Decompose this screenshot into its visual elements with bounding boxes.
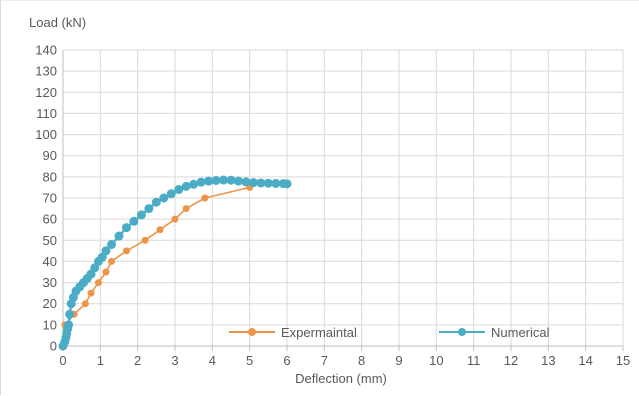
data-point xyxy=(271,178,281,188)
series-expermaintal xyxy=(59,183,254,350)
data-point xyxy=(263,178,273,188)
series-layer xyxy=(58,175,292,351)
y-tick-label: 0 xyxy=(50,339,57,354)
x-tick-label: 6 xyxy=(283,353,290,368)
data-point xyxy=(181,181,191,191)
data-point xyxy=(282,179,292,189)
data-point xyxy=(151,197,161,207)
data-point xyxy=(248,178,258,188)
x-tick-label: 10 xyxy=(429,353,443,368)
x-tick-label: 12 xyxy=(504,353,518,368)
x-tick-label: 11 xyxy=(467,353,481,368)
data-point xyxy=(211,175,221,185)
legend-swatch-marker xyxy=(248,328,256,336)
data-point xyxy=(256,178,266,188)
data-point xyxy=(108,257,116,265)
x-tick-label: 14 xyxy=(578,353,592,368)
data-point xyxy=(65,309,75,319)
legend-swatch-marker xyxy=(458,328,466,336)
y-tick-label: 60 xyxy=(43,212,57,227)
data-point xyxy=(171,215,179,223)
data-point xyxy=(182,205,190,213)
data-point xyxy=(174,185,184,195)
x-tick-label: 7 xyxy=(321,353,328,368)
y-tick-label: 70 xyxy=(43,191,57,206)
legend-label: Expermaintal xyxy=(281,325,357,340)
legend: Expermaintal Numerical xyxy=(229,325,550,340)
y-tick-label: 110 xyxy=(36,106,57,121)
y-axis-title: Load (kN) xyxy=(29,15,86,30)
x-tick-label: 1 xyxy=(97,353,104,368)
data-point xyxy=(196,177,206,187)
y-tick-label: 30 xyxy=(43,275,57,290)
data-point xyxy=(94,279,102,287)
legend-label: Numerical xyxy=(491,325,550,340)
y-tick-label: 80 xyxy=(43,169,57,184)
legend-item-numerical: Numerical xyxy=(439,325,550,340)
data-point xyxy=(87,289,95,297)
data-point xyxy=(204,176,214,186)
x-tick-label: 4 xyxy=(209,353,216,368)
series-numerical xyxy=(58,175,292,351)
x-axis-title: Deflection (mm) xyxy=(295,371,387,386)
grid-layer xyxy=(62,49,624,347)
y-tick-label: 100 xyxy=(35,127,57,142)
y-tick-label: 120 xyxy=(35,85,57,100)
data-point xyxy=(241,177,251,187)
y-tick-label: 130 xyxy=(35,64,57,79)
data-point xyxy=(219,175,229,185)
data-point xyxy=(121,223,131,233)
data-point xyxy=(101,246,111,256)
x-tick-label: 5 xyxy=(246,353,253,368)
x-tick-label: 2 xyxy=(134,353,141,368)
legend-item-expermaintal: Expermaintal xyxy=(229,325,357,340)
x-tick-label: 9 xyxy=(395,353,402,368)
y-tick-label: 40 xyxy=(43,254,57,269)
data-point xyxy=(114,231,124,241)
y-tick-label: 90 xyxy=(43,148,57,163)
data-point xyxy=(144,204,154,214)
data-point xyxy=(107,240,117,250)
data-point xyxy=(156,226,164,234)
data-point xyxy=(136,210,146,220)
data-point xyxy=(233,176,243,186)
x-tick-label: 15 xyxy=(616,353,630,368)
y-tick-label: 10 xyxy=(43,317,57,332)
data-point xyxy=(226,175,236,185)
x-tick-label: 8 xyxy=(358,353,365,368)
x-tick-label: 13 xyxy=(541,353,555,368)
data-point xyxy=(102,268,110,276)
data-point xyxy=(122,247,130,255)
y-tick-label: 140 xyxy=(35,43,57,58)
x-tick-label: 3 xyxy=(171,353,178,368)
x-tick-label: 0 xyxy=(59,353,66,368)
y-tick-label: 20 xyxy=(43,296,57,311)
y-tick-label: 50 xyxy=(43,233,57,248)
data-point xyxy=(189,179,199,189)
data-point xyxy=(166,189,176,199)
data-point xyxy=(159,193,169,203)
data-point xyxy=(81,300,89,308)
data-point xyxy=(64,320,74,330)
data-point xyxy=(129,216,139,226)
data-point xyxy=(141,236,149,244)
data-point xyxy=(201,194,209,202)
